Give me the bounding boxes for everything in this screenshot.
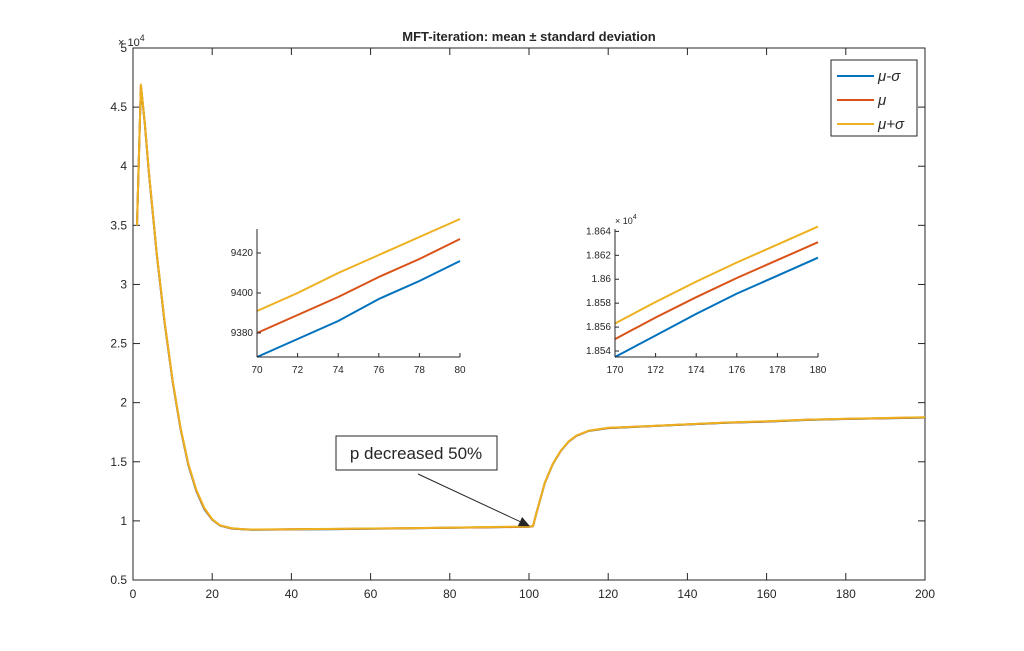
x-tick-label: 40	[285, 587, 299, 601]
inset-series-line	[614, 256, 819, 358]
annotation-arrow	[417, 473, 521, 523]
x-tick-label: 140	[677, 587, 697, 601]
inset-y-tick-label: 9420	[231, 248, 254, 259]
x-tick-label: 80	[443, 587, 457, 601]
inset-y-tick-label: 1.856	[586, 322, 611, 333]
legend-entry: μ+σ	[877, 116, 905, 133]
inset-y-tick-label: 1.864	[586, 226, 611, 237]
inset-series-line	[256, 260, 461, 358]
y-tick-label: 5	[120, 41, 127, 55]
y-axis-multiplier: × 104	[118, 33, 145, 49]
x-tick-label: 0	[130, 587, 137, 601]
y-tick-label: 1.5	[110, 455, 127, 469]
x-tick-label: 120	[598, 587, 618, 601]
inset-y-tick-label: 1.86	[592, 274, 612, 285]
x-tick-label: 100	[519, 587, 539, 601]
x-tick-label: 20	[206, 587, 220, 601]
y-tick-label: 3	[120, 277, 127, 291]
annotation-text: p decreased 50%	[350, 444, 482, 463]
inset-series-line	[256, 238, 461, 334]
inset-y-tick-label: 1.858	[586, 298, 611, 309]
inset-series-line	[614, 225, 819, 325]
inset-x-tick-label: 174	[688, 365, 705, 376]
main-series-lines	[136, 83, 926, 531]
annotation-box	[335, 435, 498, 471]
inset-background	[257, 229, 460, 357]
y-multiplier-label: × 104	[118, 33, 145, 49]
inset-x-tick-label: 80	[454, 365, 466, 376]
inset-background	[615, 229, 818, 357]
y-tick-label: 3.5	[110, 218, 127, 232]
inset-series-line	[614, 241, 819, 340]
inset-x-tick-label: 76	[373, 365, 385, 376]
annotation: p decreased 50%	[335, 435, 530, 527]
inset-x-tick-label: 180	[810, 365, 827, 376]
legend-entry: μ-σ	[877, 68, 901, 85]
inset-series-line	[256, 218, 461, 312]
y-tick-label: 4	[120, 159, 127, 173]
inset-y-multiplier-label: × 104	[615, 212, 637, 226]
inset-x-tick-label: 72	[292, 365, 304, 376]
inset-x-tick-label: 178	[769, 365, 786, 376]
inset-x-tick-label: 170	[607, 365, 624, 376]
inset-x-tick-label: 78	[414, 365, 426, 376]
inset-zoom-170-180: 170 172 174 176 178 180 1.854 1.856 1.858 1.86 1.8…	[586, 212, 827, 376]
inset-y-tick-label: 9380	[231, 328, 254, 339]
inset-x-tick-label: 70	[251, 365, 263, 376]
inset-y-tick-label: 9400	[231, 288, 254, 299]
y-tick-label: 4.5	[110, 100, 127, 114]
inset-x-tick-label: 172	[647, 365, 664, 376]
legend-entry: μ	[877, 92, 886, 109]
x-tick-label: 160	[757, 587, 777, 601]
inset-zoom-70-80: 70 72 74 76 78 80 9380 9400 9420	[231, 218, 466, 376]
y-tick-label: 1	[120, 514, 127, 528]
x-tick-label: 180	[836, 587, 856, 601]
chart-title: MFT-iteration: mean ± standard deviation	[402, 29, 656, 44]
series-line	[136, 83, 926, 531]
inset-x-tick-label: 74	[333, 365, 345, 376]
y-tick-label: 2	[120, 396, 127, 410]
x-tick-label: 200	[915, 587, 935, 601]
inset-y-tick-label: 1.854	[586, 346, 611, 357]
inset-x-tick-label: 176	[728, 365, 745, 376]
y-tick-label: 2.5	[110, 337, 127, 351]
x-tick-label: 60	[364, 587, 378, 601]
legend: μ-σ μ μ+σ	[830, 59, 918, 137]
main-axis-ticks: 0 20 40 60 80 100 120 140 160 180 200 0.5 1 1.5 2 2.5 3 3…	[110, 41, 935, 601]
inset-y-tick-label: 1.862	[586, 250, 611, 261]
y-tick-label: 0.5	[110, 573, 127, 587]
annotation-arrow-head	[517, 517, 530, 527]
